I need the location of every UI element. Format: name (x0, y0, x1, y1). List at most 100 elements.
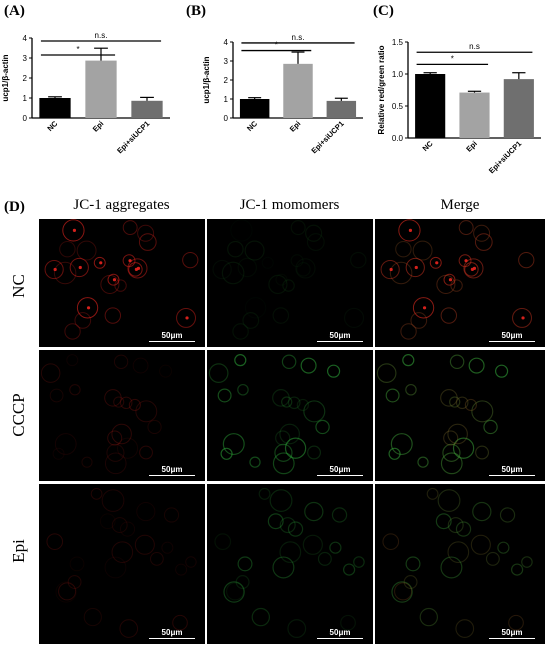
green-cell (222, 433, 245, 456)
green-cell (212, 259, 232, 280)
red-cell (111, 517, 128, 534)
scale-bar: 50μm (489, 465, 535, 476)
green-cell (295, 258, 316, 279)
category-label: NC (245, 119, 259, 133)
green-cell (376, 363, 397, 383)
red-cell (90, 487, 103, 500)
green-cell (350, 251, 367, 269)
green-cell (231, 220, 252, 241)
red-cell (107, 273, 120, 286)
red-cell (139, 445, 153, 460)
green-cell (262, 257, 273, 268)
category-label: Epi+siUCP1 (115, 119, 151, 155)
scale-bar: 50μm (489, 628, 535, 639)
red-cell (385, 388, 400, 403)
red-cell (508, 614, 524, 631)
green-cell (458, 220, 474, 236)
red-cell (117, 437, 139, 459)
green-cell (473, 224, 491, 242)
micrograph-cccp-monomers: 50μm (207, 350, 373, 481)
red-cell (52, 447, 65, 460)
red-cell (435, 513, 452, 530)
green-cell (317, 551, 332, 566)
panel-letter-a: (A) (4, 3, 25, 19)
green-cell (485, 551, 500, 566)
green-cell (268, 274, 288, 295)
red-cell (58, 582, 77, 601)
red-cell (44, 259, 64, 280)
red-cell (62, 219, 85, 242)
green-cell (340, 614, 356, 631)
y-tick-label: 1 (23, 94, 28, 103)
red-cell (447, 541, 470, 563)
red-cell (405, 556, 421, 572)
y-tick-label: 1.0 (392, 70, 404, 79)
green-cell (315, 419, 330, 435)
red-cell (463, 258, 484, 279)
category-label: Epi (91, 119, 106, 134)
red-cell (114, 279, 127, 292)
green-cell (208, 363, 229, 383)
significance-label: n.s (469, 42, 480, 51)
scale-bar-line (149, 638, 195, 639)
y-tick-label: 4 (224, 38, 229, 47)
panel-letter-d: (D) (4, 199, 25, 215)
green-cell (296, 398, 310, 412)
red-cell (458, 254, 472, 268)
red-spot (422, 306, 427, 310)
red-cell (472, 502, 492, 522)
green-cell (521, 556, 533, 568)
scale-bar: 50μm (149, 628, 195, 639)
green-cell (303, 400, 326, 423)
scale-bar-line (489, 475, 535, 476)
green-cell (306, 233, 325, 252)
green-cell (249, 456, 261, 468)
red-cell (53, 261, 77, 285)
red-cell (449, 354, 465, 369)
green-cell (281, 396, 293, 408)
scale-bar-line (149, 475, 195, 476)
category-label: NC (421, 139, 435, 153)
red-cell (55, 581, 77, 603)
red-cell (69, 556, 85, 572)
y-axis-label: ucp1/β-actin (1, 54, 10, 101)
row-header-cccp: CCCP (9, 393, 28, 437)
bar (239, 99, 270, 118)
green-cell (225, 582, 245, 601)
red-spot (435, 261, 439, 265)
micrograph-nc-aggregates: 50μm (39, 219, 205, 347)
red-cell (40, 363, 61, 383)
green-cell (417, 456, 429, 468)
red-cell (471, 400, 494, 423)
green-cell (385, 388, 400, 403)
green-cell (419, 607, 439, 627)
red-spot (53, 267, 57, 272)
red-cell (382, 533, 400, 550)
red-cell (437, 489, 461, 512)
green-cell (458, 254, 472, 268)
panel-letter-b: (B) (186, 3, 206, 19)
red-cell (447, 517, 464, 534)
red-cell (176, 307, 197, 328)
red-cell (419, 607, 438, 627)
green-cell (272, 556, 295, 579)
red-cell (93, 256, 106, 269)
scale-bar: 50μm (149, 465, 195, 476)
red-spot (448, 278, 453, 282)
red-cell (405, 257, 425, 278)
red-cell (132, 357, 149, 374)
green-cell (468, 357, 485, 374)
y-axis-label: ucp1/β-actin (202, 56, 211, 103)
bar-chart-c: 0.0 0.5 1.0 1.5 Relative red/green ratio NC Ep… (377, 38, 541, 175)
green-cell (455, 521, 472, 537)
red-cell (521, 556, 533, 568)
green-cell (405, 383, 417, 396)
red-spot (521, 316, 525, 320)
green-cell (511, 563, 524, 576)
micrograph-cccp-aggregates: 50μm (39, 350, 205, 481)
bar (459, 92, 490, 138)
red-cell (464, 262, 479, 277)
red-cell (450, 279, 463, 292)
green-cell (287, 396, 301, 410)
red-cell (398, 219, 421, 242)
